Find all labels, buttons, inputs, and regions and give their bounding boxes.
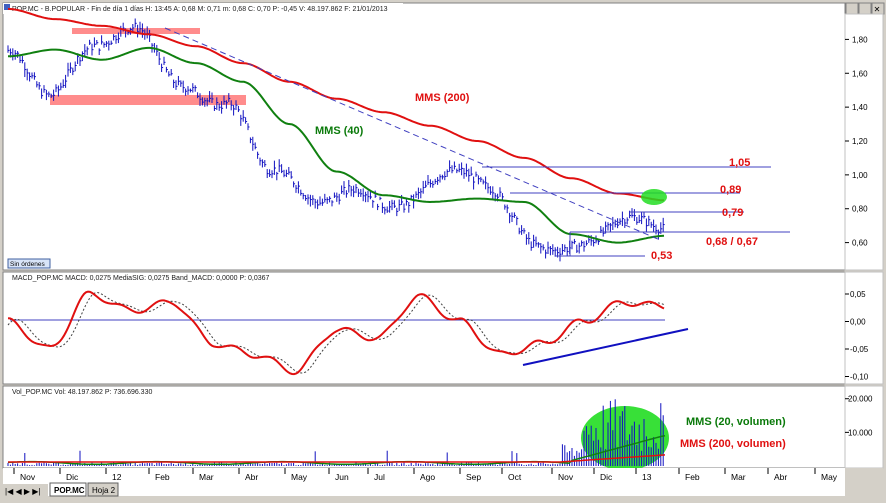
macd-series <box>7 290 665 376</box>
month-label: Dic <box>600 472 613 482</box>
month-label: Sep <box>466 472 481 482</box>
tab-popmc-label: POP.MC <box>54 486 85 495</box>
mms40-label: MMS (40) <box>315 125 364 137</box>
orders-badge[interactable] <box>7 258 51 269</box>
orders-badge-text: Sin órdenes <box>10 261 45 268</box>
price-panel <box>2 2 846 271</box>
month-label: Jun <box>335 472 349 482</box>
macd-axis: 0,05 0,00 -0,05 -0,10 <box>845 290 869 382</box>
price-tick-label: 0,80 <box>852 205 868 214</box>
minimize-button[interactable] <box>845 2 859 15</box>
month-label: 12 <box>112 472 122 482</box>
price-tick-label: 1,00 <box>852 171 868 180</box>
tab-hoja2[interactable] <box>87 482 119 497</box>
vol20-label: MMS (20, volumen) <box>686 416 786 428</box>
month-label: Oct <box>508 472 522 482</box>
macd-tick-label: -0,05 <box>850 345 869 354</box>
month-label: Abr <box>245 472 258 482</box>
month-label: Nov <box>558 472 574 482</box>
month-label: Ago <box>420 472 435 482</box>
level-label-105: 1,05 <box>729 157 750 169</box>
volume-title: Vol_POP.MC Vol: 48.197.862 P: 736.696.33… <box>12 389 152 396</box>
month-label: May <box>291 472 308 482</box>
window-controls: ✕ <box>845 2 885 15</box>
volume-series <box>7 399 666 466</box>
macd-title: MACD_POP.MC MACD: 0,0275 MediaSIG: 0,027… <box>12 275 270 282</box>
month-label: Nov <box>20 472 36 482</box>
price-series <box>7 7 665 262</box>
price-axis: 1,80 1,60 1,40 1,20 1,00 0,80 0,60 <box>845 35 868 248</box>
mms200-line <box>7 7 665 202</box>
month-label: Feb <box>685 472 700 482</box>
month-label: May <box>821 472 838 482</box>
macd-tick-label: -0,10 <box>850 373 869 382</box>
month-label: Mar <box>199 472 214 482</box>
crossover-highlight <box>641 189 667 205</box>
maximize-button[interactable] <box>858 2 872 15</box>
mms40-line <box>8 46 665 244</box>
month-label: Feb <box>155 472 170 482</box>
tab-nav-icon[interactable]: |◀ ◀ ▶ ▶| <box>5 487 40 496</box>
macd-tick-label: 0,05 <box>850 290 866 299</box>
close-icon: ✕ <box>874 5 881 14</box>
level-label-068: 0,68 / 0,67 <box>706 236 758 248</box>
vol200-label: MMS (200, volumen) <box>680 438 786 450</box>
volume-panel <box>2 385 846 469</box>
price-tick-label: 1,80 <box>852 35 868 44</box>
month-label: Dic <box>66 472 79 482</box>
macd-line <box>7 290 665 376</box>
level-label-079: 0,79 <box>722 207 743 219</box>
volume-tick-label: 10.000 <box>848 428 873 437</box>
window-title: POP.MC - B.POPULAR - Fin de día 1 días H… <box>12 6 388 13</box>
month-label: Mar <box>731 472 746 482</box>
month-label: 13 <box>642 472 652 482</box>
support-zone <box>50 95 246 105</box>
volume-mms200-line <box>8 454 666 463</box>
month-label: Jul <box>374 472 385 482</box>
mms200-label: MMS (200) <box>415 92 470 104</box>
volume-tick-label: 20.000 <box>848 395 873 404</box>
window-icon <box>4 4 10 10</box>
price-tick-label: 1,20 <box>852 137 868 146</box>
price-tick-label: 0,60 <box>852 239 868 248</box>
tab-hoja2-label: Hoja 2 <box>92 486 116 495</box>
volume-axis: 20.000 10.000 <box>845 395 873 437</box>
level-label-089: 0,89 <box>720 184 741 196</box>
tab-popmc[interactable] <box>49 482 87 497</box>
level-label-053: 0,53 <box>651 250 672 262</box>
month-axis: Nov Dic 12 Feb Mar Abr May Jun Jul Ago Sep Oct Nov Di… <box>13 468 838 482</box>
month-label: Abr <box>774 472 787 482</box>
sheet-tabs: |◀ ◀ ▶ ▶| POP.MC Hoja 2 <box>3 482 119 497</box>
price-tick-label: 1,60 <box>852 69 868 78</box>
macd-uptrend-line <box>522 328 689 366</box>
macd-panel <box>2 271 846 385</box>
resistance-zone-top <box>72 28 200 34</box>
price-tick-label: 1,40 <box>852 103 868 112</box>
macd-tick-label: 0,00 <box>850 318 866 327</box>
